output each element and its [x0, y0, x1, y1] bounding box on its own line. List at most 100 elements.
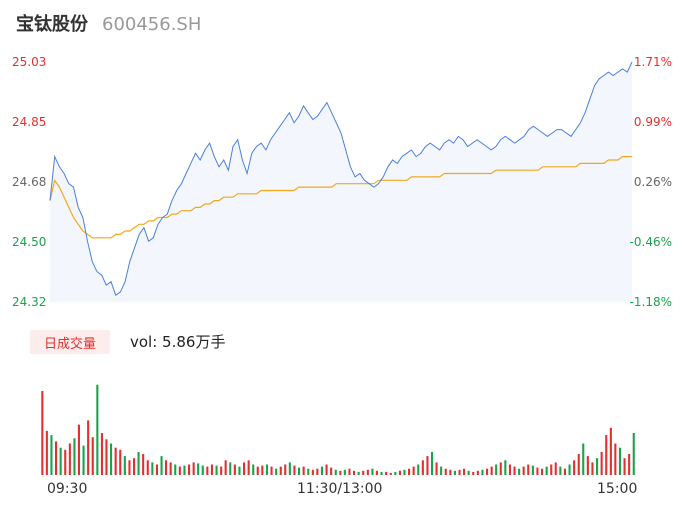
- y-tick-right: 0.26%: [634, 175, 672, 189]
- volume-bar: [375, 470, 378, 475]
- stock-code: 600456.SH: [102, 14, 202, 35]
- volume-bar: [210, 464, 213, 475]
- volume-bar: [142, 454, 145, 475]
- volume-bar: [128, 460, 131, 475]
- volume-bar: [385, 471, 388, 475]
- volume-bar: [160, 456, 163, 475]
- volume-bar: [357, 471, 360, 475]
- volume-bar: [389, 472, 392, 475]
- volume-bar: [288, 462, 291, 475]
- volume-bar: [440, 466, 443, 475]
- volume-bar: [293, 465, 296, 475]
- volume-bar: [600, 451, 603, 475]
- volume-bar: [233, 464, 236, 475]
- volume-bar: [188, 464, 191, 475]
- volume-bar: [298, 467, 301, 475]
- volume-bar: [609, 427, 612, 476]
- volume-bar: [82, 445, 85, 475]
- y-tick-left: 24.32: [12, 295, 46, 309]
- volume-bar: [316, 468, 319, 475]
- volume-bar: [343, 469, 346, 476]
- volume-bar: [550, 464, 553, 475]
- volume-bar: [486, 468, 489, 475]
- volume-bar: [591, 462, 594, 475]
- volume-bar: [100, 433, 103, 475]
- volume-bar: [573, 460, 576, 475]
- volume-bar: [458, 469, 461, 476]
- volume-bar: [623, 458, 626, 475]
- volume-bar: [123, 456, 126, 475]
- volume-bar: [554, 462, 557, 475]
- volume-bar: [247, 460, 250, 475]
- volume-bar: [371, 468, 374, 475]
- volume-bar: [605, 435, 608, 475]
- volume-bar: [238, 466, 241, 475]
- stock-header: 宝钛股份 600456.SH: [16, 10, 201, 42]
- volume-bar: [155, 464, 158, 475]
- volume-bar: [151, 462, 154, 475]
- volume-bar: [311, 469, 314, 476]
- volume-bar: [417, 464, 420, 475]
- volume-bar: [41, 391, 44, 475]
- volume-bar: [628, 454, 631, 475]
- y-tick-left: 24.85: [12, 115, 46, 129]
- volume-bar: [518, 468, 521, 475]
- volume-bar: [596, 458, 599, 475]
- volume-bar: [444, 468, 447, 475]
- price-line: [49, 61, 633, 296]
- volume-bar: [582, 443, 585, 475]
- volume-bar: [59, 447, 62, 475]
- volume-bar: [50, 435, 53, 475]
- volume-bar: [421, 460, 424, 475]
- volume-bar: [201, 465, 204, 475]
- y-tick-right: -0.46%: [630, 235, 672, 249]
- y-tick-left: 25.03: [12, 55, 46, 69]
- volume-bar: [206, 466, 209, 475]
- volume-bar: [476, 470, 479, 475]
- volume-bar: [91, 437, 94, 475]
- volume-bar: [531, 465, 534, 475]
- volume-bar: [559, 466, 562, 475]
- volume-tab[interactable]: 日成交量: [30, 330, 110, 354]
- volume-bar: [490, 466, 493, 475]
- volume-bar: [362, 470, 365, 475]
- y-tick-left: 24.50: [12, 235, 46, 249]
- volume-bar: [68, 443, 71, 475]
- volume-bar: [279, 466, 282, 475]
- x-tick-close: 15:00: [597, 481, 638, 497]
- volume-bar: [73, 438, 76, 476]
- volume-bar: [449, 469, 452, 476]
- volume-bar: [105, 439, 108, 475]
- volume-bar: [330, 467, 333, 475]
- volume-bar: [325, 464, 328, 475]
- volume-bar: [618, 447, 621, 475]
- volume-bar: [426, 456, 429, 475]
- volume-bar: [114, 447, 117, 475]
- volume-bar: [224, 460, 227, 475]
- volume-bar: [339, 470, 342, 475]
- volume-bar: [504, 460, 507, 475]
- volume-bar: [110, 443, 113, 475]
- volume-bar: [256, 466, 259, 475]
- volume-bar: [467, 470, 470, 475]
- volume-bar: [508, 464, 511, 475]
- intraday-price-chart: 25.03 24.85 24.68 24.50 24.32 1.71% 0.99% 0.26%…: [12, 55, 672, 309]
- x-tick-midday: 11:30/13:00: [297, 481, 383, 497]
- volume-bar: [394, 471, 397, 475]
- volume-bar: [334, 469, 337, 476]
- volume-bar: [398, 470, 401, 475]
- volume-bar: [302, 466, 305, 475]
- volume-bar: [632, 433, 635, 475]
- volume-bar: [243, 462, 246, 475]
- volume-bar: [96, 384, 99, 475]
- volume-bar: [133, 458, 136, 475]
- volume-bar: [472, 471, 475, 475]
- volume-bar: [568, 464, 571, 475]
- volume-bar: [522, 466, 525, 475]
- stock-name: 宝钛股份: [16, 14, 88, 35]
- volume-bar: [408, 468, 411, 475]
- volume-bar: [541, 468, 544, 475]
- volume-bar: [563, 468, 566, 475]
- volume-readout: vol: 5.86万手: [130, 333, 226, 351]
- volume-bar: [55, 441, 58, 475]
